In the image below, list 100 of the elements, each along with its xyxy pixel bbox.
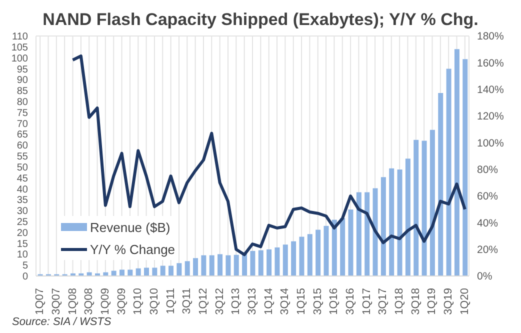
bar [430,130,435,276]
y-tick-label: 20 [16,228,28,239]
bar [274,247,280,276]
x-tick-label: 3Q17 [377,288,390,315]
bar [234,254,239,276]
bar [128,270,133,276]
x-tick-label: 1Q15 [296,288,308,315]
y2-tick-label: 140% [477,84,504,96]
x-tick-label: 1Q16 [328,288,340,315]
y2-tick-label: 60% [477,190,498,203]
y-tick-label: 110 [12,32,28,43]
x-tick-label: 3Q18 [410,288,422,315]
bar [414,140,419,276]
y-tick-label: 80 [16,97,28,108]
x-tick-label: 3Q07 [50,288,62,315]
legend-label: Y/Y % Change [90,242,176,256]
y-tick-label: 100 [11,53,28,64]
bar [218,254,223,276]
bar [168,266,174,276]
bar [340,218,346,276]
bar [348,209,354,276]
bar [160,266,166,276]
x-tick-label: 3Q19 [442,288,455,315]
y2-tick-label: 20% [477,244,498,256]
x-tick-label: 3Q08 [83,288,96,315]
bar [152,268,158,276]
y-tick-label: 35 [16,195,28,206]
y-tick-label: 95 [16,64,28,76]
x-tick-label: 1Q07 [34,288,46,315]
bar [316,230,321,276]
source-note: Source: SIA / WSTS [12,316,112,328]
y2-tick-label: 120% [477,110,504,123]
bar [291,241,296,276]
bar [209,255,214,276]
y2-tick-label: 100% [477,137,504,150]
bar [364,192,370,276]
x-tick-label: 1Q10 [132,288,144,315]
bar [332,220,337,276]
x-tick-label: 3Q10 [148,288,160,315]
y-tick-label: 90 [16,75,28,86]
y2-tick-label: 180% [477,30,504,43]
bar [193,258,198,276]
bar [462,59,468,276]
bar [405,158,410,276]
y2-tick-label: 0% [477,270,492,283]
bar [372,188,378,276]
bar [446,68,452,276]
y2-tick-label: 40% [477,217,498,230]
x-tick-label: 1Q09 [99,288,112,315]
x-tick-label: 3Q14 [279,288,292,315]
y-tick-label: 5 [22,260,28,272]
y-tick-label: 10 [16,250,28,261]
bar [438,92,444,276]
y-tick-label: 30 [16,206,28,218]
bar [380,177,386,276]
x-tick-label: 1Q19 [426,288,438,315]
bar [201,255,206,276]
y-tick-label: 0 [22,272,28,283]
y-tick-label: 15 [16,238,28,250]
y-tick-label: 45 [16,173,28,184]
y-tick-label: 70 [16,118,28,130]
y-tick-label: 65 [16,130,28,141]
x-tick-label: 1Q17 [360,288,373,315]
y-tick-label: 85 [16,86,28,98]
x-tick-label: 3Q11 [181,288,194,314]
line-series [71,54,466,256]
y2-tick-label: 80% [477,164,498,176]
y-tick-label: 105 [11,42,28,54]
y-tick-label: 25 [16,217,28,228]
x-tick-label: 3Q16 [344,288,357,315]
bar [324,226,329,276]
y-tick-label: 75 [16,108,28,119]
y-tick-label: 55 [16,152,28,163]
x-tick-label: 1Q14 [262,288,275,315]
x-tick-label: 1Q13 [230,288,242,315]
bar [226,255,231,276]
x-tick-label: 1Q18 [394,288,406,315]
bar [184,261,190,276]
y-tick-label: 50 [16,162,28,174]
bar [144,268,150,276]
bar [422,140,427,276]
x-tick-label: 1Q08 [66,288,79,315]
x-tick-label: 3Q12 [214,288,226,315]
x-tick-label: 3Q13 [246,288,258,315]
bar [454,49,460,276]
chart-title: NAND Flash Capacity Shipped (Exabytes); Y/Y % Chg. [42,9,480,31]
bar [307,234,312,276]
bar [356,192,362,276]
legend-label: Revenue ($B) [90,220,170,234]
y-tick-label: 60 [16,140,28,152]
bar [389,168,394,276]
bar [282,244,288,276]
x-tick-label: 1Q12 [197,288,210,315]
bar [266,249,272,276]
bar [258,250,264,276]
bar [176,263,182,276]
bar [119,270,124,276]
bar [299,236,304,276]
y-tick-label: 40 [16,184,28,196]
x-tick-label: 1Q11 [164,288,177,314]
